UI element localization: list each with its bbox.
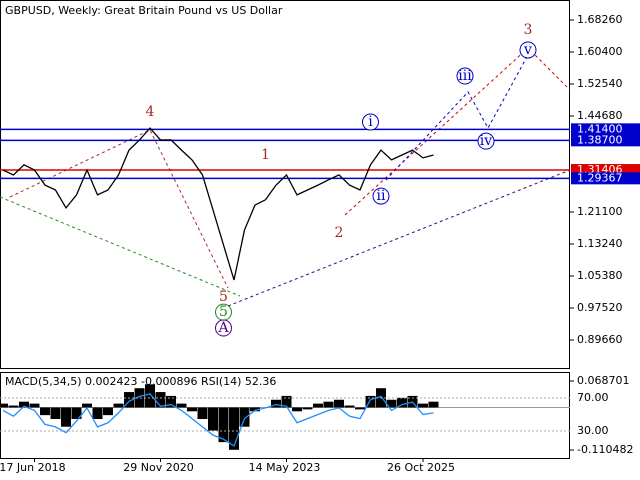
y-tick-label: 0.97520 xyxy=(577,301,623,314)
indicator-title: MACD(5,34,5) 0.002423 -0.000896 RSI(14) … xyxy=(5,375,276,388)
macd-bar xyxy=(176,403,187,408)
annotation-circle xyxy=(372,187,390,205)
annotation-circle xyxy=(477,132,495,150)
annotation: 4 xyxy=(146,104,155,120)
wave-line xyxy=(385,54,529,181)
macd-bar xyxy=(40,407,50,416)
level-label: 1.29367 xyxy=(577,171,623,184)
annotation: iv xyxy=(480,133,492,149)
macd-bar xyxy=(8,405,19,408)
annotation-circle xyxy=(456,67,474,85)
y-tick-label: 1.21100 xyxy=(577,205,623,218)
macd-bar xyxy=(250,407,260,412)
annotation: 5 xyxy=(219,289,228,305)
y-tick-label: 1.05380 xyxy=(577,269,623,282)
macd-bar xyxy=(397,397,407,408)
annotation: 2 xyxy=(335,225,344,241)
annotation: 3 xyxy=(524,22,533,38)
macd-bar xyxy=(61,407,71,427)
macd-bar xyxy=(103,407,113,416)
rsi-line xyxy=(2,393,434,447)
macd-bar xyxy=(334,399,344,408)
macd-bar xyxy=(418,403,428,408)
macd-bar xyxy=(428,401,439,408)
x-tick-label: 14 May 2023 xyxy=(249,461,321,474)
y-tick-label: 1.52540 xyxy=(577,77,623,90)
macd-bar xyxy=(323,401,334,408)
macd-bar xyxy=(145,384,155,408)
rsi-tick-label: 30.00 xyxy=(577,424,609,437)
level-label: 1.38700 xyxy=(577,133,623,146)
macd-bar xyxy=(155,392,166,408)
x-tick-label: 26 Oct 2025 xyxy=(387,461,455,474)
main-panel xyxy=(0,0,570,369)
annotation: 5 xyxy=(219,304,228,320)
level-label: 1.41400 xyxy=(577,122,623,135)
annotation: A xyxy=(217,320,229,336)
x-tick-label: 29 Nov 2020 xyxy=(123,461,193,474)
macd-bar xyxy=(344,405,355,408)
y-tick-label: 1.13240 xyxy=(577,237,623,250)
macd-bar xyxy=(197,407,208,420)
chart-title: GBPUSD, Weekly: Great Britain Pound vs U… xyxy=(5,4,283,17)
annotation-circle xyxy=(215,319,232,337)
macd-bar xyxy=(92,407,103,420)
level-label-bg xyxy=(571,134,640,147)
macd-bar xyxy=(355,407,365,410)
macd-tick-label: -0.110482 xyxy=(577,443,633,456)
macd-bar xyxy=(292,407,302,412)
y-tick-label: 1.60400 xyxy=(577,45,623,58)
macd-bar xyxy=(113,403,124,408)
annotation-circle xyxy=(362,113,379,131)
annotation-circle xyxy=(519,41,537,59)
macd-bar xyxy=(187,407,197,412)
macd-bar xyxy=(386,399,397,408)
macd-bar xyxy=(134,388,145,408)
y-tick-label: 1.68260 xyxy=(577,13,623,26)
macd-bar xyxy=(19,401,29,408)
macd-bar xyxy=(229,407,239,450)
macd-bar xyxy=(208,407,218,431)
macd-bar xyxy=(271,399,281,408)
macd-bar xyxy=(0,403,8,408)
annotation: v xyxy=(523,42,532,58)
level-label-bg xyxy=(571,123,640,136)
macd-bar xyxy=(82,403,92,408)
wave-line xyxy=(9,129,229,289)
rsi-tick-label: 70.00 xyxy=(577,391,609,404)
x-tick-label: 17 Jun 2018 xyxy=(0,461,66,474)
y-tick-label: 1.44680 xyxy=(577,109,623,122)
macd-bar xyxy=(365,395,376,408)
annotation: ii xyxy=(377,188,386,204)
macd-bar xyxy=(29,403,40,408)
trend-line xyxy=(0,196,241,297)
price-line xyxy=(2,127,434,281)
macd-bar xyxy=(281,395,292,408)
level-label-bg xyxy=(571,172,640,185)
macd-tick-label: 0.068701 xyxy=(577,374,630,387)
trend-line xyxy=(227,169,571,307)
macd-bar xyxy=(166,395,176,408)
macd-bar xyxy=(124,392,134,408)
y-tick-label: 0.89660 xyxy=(577,333,623,346)
macd-bar xyxy=(239,407,250,427)
annotation: i xyxy=(368,114,373,130)
annotation: 1 xyxy=(261,147,270,163)
macd-bar xyxy=(313,403,323,408)
macd-bar xyxy=(50,407,61,420)
macd-bar xyxy=(71,407,82,420)
macd-bar xyxy=(302,407,313,410)
macd-bar xyxy=(218,407,229,443)
annotation: iii xyxy=(458,68,472,84)
